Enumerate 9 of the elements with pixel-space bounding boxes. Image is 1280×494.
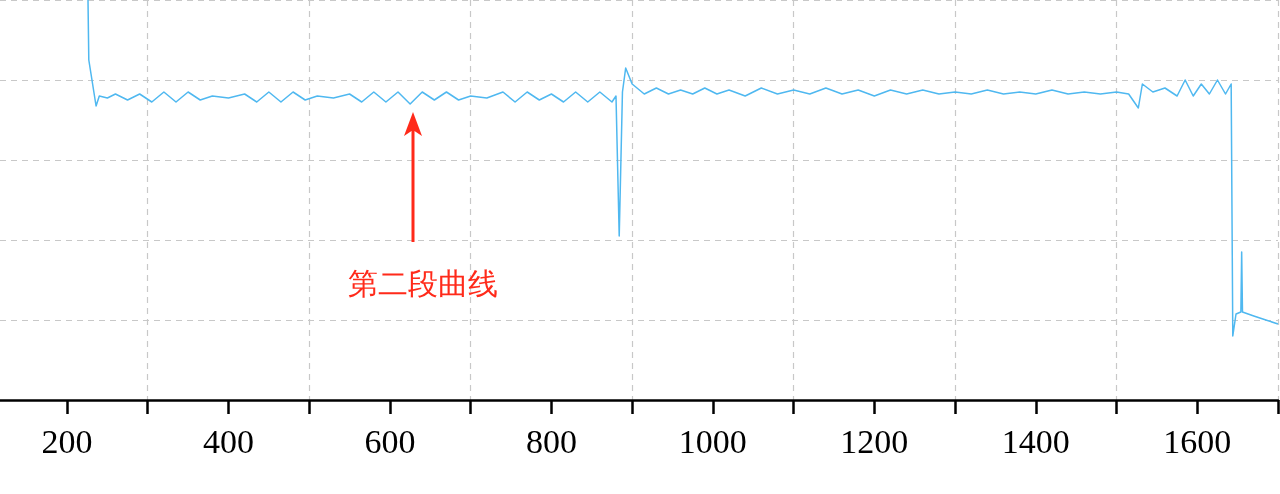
x-tick-label: 200 bbox=[41, 422, 93, 460]
x-tick-label: 1000 bbox=[678, 422, 747, 460]
x-tick-label: 600 bbox=[364, 422, 416, 460]
x-tick-label: 1400 bbox=[1001, 422, 1070, 460]
x-tick-label: 1600 bbox=[1163, 422, 1232, 460]
x-tick-label: 400 bbox=[202, 422, 254, 460]
x-tick-label: 1200 bbox=[840, 422, 909, 460]
x-tick-label: 800 bbox=[525, 422, 577, 460]
annotation: 第二段曲线 bbox=[348, 265, 498, 301]
